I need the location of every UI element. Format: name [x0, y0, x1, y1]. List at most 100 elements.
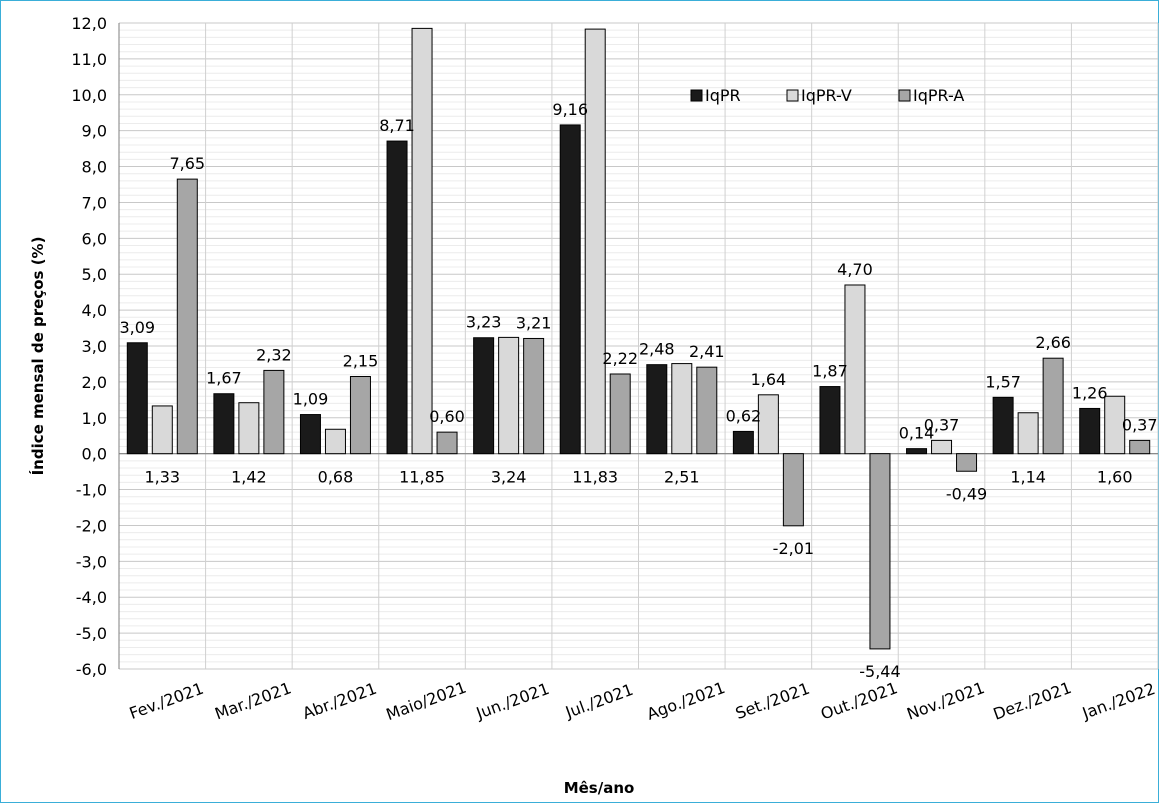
data-label-iqpr-a: -2,01 — [773, 539, 814, 558]
legend-label-iqpr: IqPR — [705, 86, 741, 105]
data-label-iqpr-v: 11,83 — [572, 468, 618, 487]
bar-iqpr — [559, 124, 581, 455]
legend-label-iqpr-a: IqPR-A — [913, 86, 964, 105]
data-label-iqpr-a: 0,60 — [429, 407, 465, 426]
bar-iqpr-v — [238, 402, 260, 455]
bar-iqpr-a — [869, 453, 891, 650]
data-label-iqpr: 1,09 — [293, 390, 329, 409]
y-tick-label: 7,0 — [82, 193, 107, 212]
legend-swatch-iqpr-a — [898, 89, 911, 102]
y-tick-label: -4,0 — [76, 588, 107, 607]
data-label-iqpr: 3,09 — [119, 318, 155, 337]
bar-iqpr-v — [584, 28, 606, 455]
bar-iqpr — [299, 414, 321, 455]
data-label-iqpr-v: 1,14 — [1010, 468, 1046, 487]
bar-iqpr-v — [498, 336, 520, 455]
bar-iqpr-a — [436, 431, 458, 455]
y-tick-label: -5,0 — [76, 624, 107, 643]
y-tick-label: 2,0 — [82, 373, 107, 392]
data-label-iqpr: 9,16 — [552, 100, 588, 119]
bar-iqpr-a — [609, 373, 631, 455]
legend-label-iqpr-v: IqPR-V — [801, 86, 852, 105]
bar-iqpr-a — [1042, 357, 1064, 455]
x-tick-label: Jul./2021 — [562, 680, 636, 722]
legend-swatch-iqpr-v — [786, 89, 799, 102]
y-tick-label: 3,0 — [82, 337, 107, 356]
bar-iqpr — [906, 448, 928, 455]
data-label-iqpr-v: 0,37 — [924, 415, 960, 434]
y-tick-label: 6,0 — [82, 229, 107, 248]
data-label-iqpr-a: -5,44 — [859, 662, 900, 681]
data-label-iqpr: 1,57 — [985, 372, 1021, 391]
y-tick-label: 10,0 — [71, 86, 107, 105]
x-tick-label: Set./2021 — [733, 679, 812, 723]
y-tick-label: 8,0 — [82, 158, 107, 177]
bar-iqpr — [819, 386, 841, 455]
data-label-iqpr: 2,48 — [639, 340, 675, 359]
data-label-iqpr: 1,26 — [1072, 383, 1108, 402]
data-label-iqpr-a: 2,15 — [343, 352, 379, 371]
gridlines — [118, 22, 1159, 670]
y-tick-label: -1,0 — [76, 481, 107, 500]
data-label-iqpr: 1,67 — [206, 369, 242, 388]
bar-iqpr-a — [263, 369, 285, 455]
data-label-iqpr: 8,71 — [379, 116, 415, 135]
data-label-iqpr-a: 0,37 — [1122, 415, 1158, 434]
bar-iqpr — [126, 342, 148, 455]
legend: IqPR IqPR-V IqPR-A — [690, 86, 964, 105]
y-axis-title: Índice mensal de preços (%) — [28, 237, 47, 476]
bar-iqpr-v — [151, 405, 173, 455]
data-label-iqpr-a: 2,66 — [1035, 333, 1071, 352]
data-label-iqpr-a: 3,21 — [516, 313, 552, 332]
bar-iqpr-a — [782, 453, 804, 527]
y-tick-label: 12,0 — [71, 14, 107, 33]
x-tick-label: Abr./2021 — [300, 679, 379, 723]
bar-iqpr-a — [956, 453, 978, 472]
bar-iqpr-a — [1129, 439, 1151, 455]
legend-swatch-iqpr — [690, 89, 703, 102]
y-tick-label: 9,0 — [82, 122, 107, 141]
data-label-iqpr-v: 3,24 — [491, 468, 527, 487]
data-labels: 3,09 1,67 1,09 8,71 3,23 9,16 2,48 0,62 1,87 0,14… — [119, 100, 1157, 681]
y-tick-label: -2,0 — [76, 516, 107, 535]
data-label-iqpr-v: 11,85 — [399, 468, 445, 487]
y-tick-label: 0,0 — [82, 445, 107, 464]
x-tick-label: Mar./2021 — [212, 678, 294, 723]
data-label-iqpr-v: 0,68 — [318, 468, 354, 487]
data-label-iqpr-v: 1,64 — [751, 370, 787, 389]
y-tick-label: 11,0 — [71, 50, 107, 69]
y-tick-label: -6,0 — [76, 660, 107, 679]
bar-iqpr — [992, 396, 1014, 455]
bar-iqpr-a — [176, 178, 198, 455]
bar-iqpr-a — [349, 376, 371, 455]
x-tick-label: Fev./2021 — [127, 679, 206, 723]
x-tick-label: Jun./2021 — [473, 679, 552, 723]
data-label-iqpr-a: 7,65 — [169, 154, 205, 173]
bar-iqpr — [732, 430, 754, 455]
data-label-iqpr-a: 2,41 — [689, 342, 725, 361]
bar-iqpr — [386, 140, 408, 455]
bar-iqpr-v — [931, 439, 953, 455]
bar-iqpr — [646, 364, 668, 455]
y-tick-label: 5,0 — [82, 265, 107, 284]
bar-iqpr — [473, 337, 495, 455]
bar-iqpr-v — [324, 428, 346, 455]
x-tick-label: Nov./2021 — [904, 678, 987, 724]
data-label-iqpr-v: 1,60 — [1097, 468, 1133, 487]
x-tick-label: Ago./2021 — [644, 678, 727, 724]
y-tick-label: 4,0 — [82, 301, 107, 320]
bar-iqpr-v — [671, 363, 693, 455]
bars — [126, 27, 1151, 650]
data-label-iqpr: 0,14 — [899, 424, 935, 443]
bar-iqpr-a — [696, 366, 718, 455]
bar-iqpr — [1079, 407, 1101, 455]
x-tick-label: Maio/2021 — [383, 678, 468, 725]
data-label-iqpr-v: 4,70 — [837, 260, 873, 279]
data-label-iqpr-v: 1,33 — [144, 468, 180, 487]
bar-iqpr-v — [844, 284, 866, 455]
data-label-iqpr-a: 2,32 — [256, 345, 292, 364]
x-tick-label: Jan./2022 — [1079, 679, 1158, 723]
y-tick-label: 1,0 — [82, 409, 107, 428]
bar-iqpr — [213, 393, 235, 455]
